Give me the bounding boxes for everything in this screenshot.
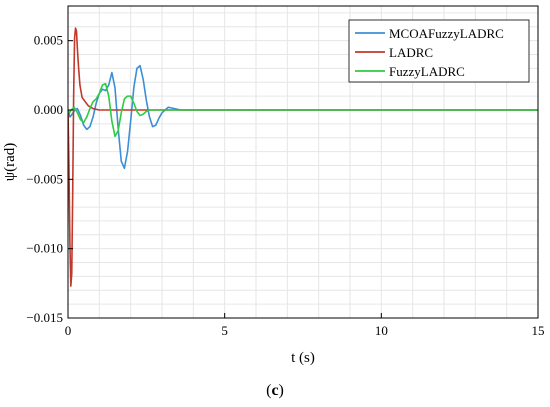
caption-open-paren: ( xyxy=(266,382,272,399)
legend-label: MCOAFuzzyLADRC xyxy=(389,26,504,41)
x-axis-ticks: 0 5 10 15 xyxy=(65,313,545,338)
x-tick-label: 15 xyxy=(532,323,545,338)
line-chart: 0 5 10 15 0.005 0.000 −0.005 −0.010 −0.015 t (s… xyxy=(2,5,545,366)
y-tick-label: −0.010 xyxy=(26,241,63,256)
series-line-ladrc xyxy=(68,27,538,287)
y-axis-ticks: 0.005 0.000 −0.005 −0.010 −0.015 xyxy=(26,33,73,325)
x-tick-label: 10 xyxy=(375,323,388,338)
caption-letter: c xyxy=(271,382,279,399)
series-line-fuzzyladrc xyxy=(68,82,538,138)
legend-label: FuzzyLADRC xyxy=(389,64,465,79)
legend-label: LADRC xyxy=(389,45,433,60)
y-tick-label: −0.005 xyxy=(26,171,63,186)
y-tick-label: 0.005 xyxy=(34,33,63,48)
y-tick-label: 0.000 xyxy=(34,102,63,117)
figure-caption: (c) xyxy=(0,382,550,400)
legend: MCOAFuzzyLADRC LADRC FuzzyLADRC xyxy=(348,19,530,83)
y-axis-label: ψ(rad) xyxy=(2,143,18,182)
plot-area xyxy=(68,27,538,287)
x-tick-label: 0 xyxy=(65,323,72,338)
x-tick-label: 5 xyxy=(221,323,228,338)
caption-close-paren: ) xyxy=(278,382,284,399)
y-tick-label: −0.015 xyxy=(26,310,63,325)
axes-frame xyxy=(67,5,539,319)
x-axis-label: t (s) xyxy=(291,350,315,366)
